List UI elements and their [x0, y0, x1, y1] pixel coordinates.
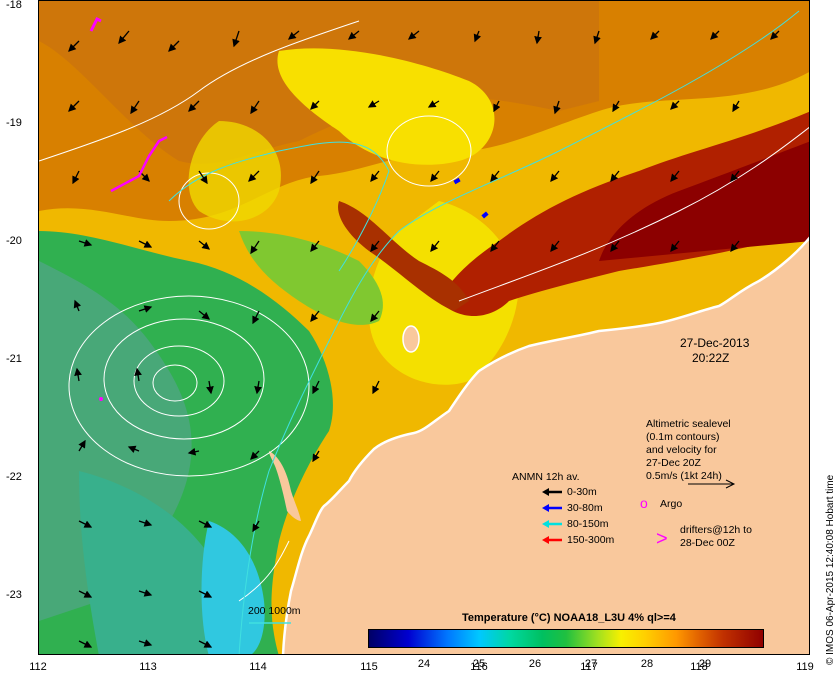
colorbar-title: Temperature (°C) NOAA18_L3U 4% ql>=4: [462, 612, 676, 624]
argo-label: Argo: [660, 498, 683, 510]
altimetry-line-3: and velocity for: [646, 444, 717, 456]
bathymetry-lines: [168, 10, 800, 654]
colorbar-tick-26: 26: [528, 658, 542, 670]
velocity-arrows: [68, 30, 780, 648]
lat-label-20: -20: [6, 235, 22, 247]
anmn-arrows: [542, 488, 562, 544]
scale-arrow: [688, 479, 736, 489]
lon-label-114: 114: [249, 661, 267, 673]
time-label: 20:22Z: [692, 351, 730, 365]
lat-label-19: -19: [6, 117, 22, 129]
drifters-line-2: 28-Dec 00Z: [680, 537, 735, 549]
anmn-title: ANMN 12h av.: [512, 471, 580, 483]
lon-label-118: 118: [690, 661, 708, 673]
lon-label-119: 119: [796, 661, 814, 673]
anmn-item-30-80: 30-80m: [567, 502, 603, 514]
colorbar-tick-27: 27: [584, 658, 598, 670]
sst-cyan-patch: [201, 521, 265, 654]
island: [402, 325, 420, 353]
lon-label-112: 112: [29, 661, 47, 673]
altimetry-line-5: 0.5m/s (1kt 24h): [646, 470, 722, 482]
bathymetry-label: 200 1000m: [248, 605, 301, 617]
colorbar-tick-28: 28: [640, 658, 654, 670]
drifter-icon: >: [656, 528, 668, 550]
altimetry-line-2: (0.1m contours): [646, 431, 720, 443]
sst-hot-east-2: [599, 141, 809, 261]
lon-label-113: 113: [139, 661, 157, 673]
date-label: 27-Dec-2013: [680, 336, 750, 350]
drifters-line-1: drifters@12h to: [680, 524, 752, 536]
sst-map-canvas: [39, 1, 809, 654]
sst-map[interactable]: [38, 0, 810, 655]
land-peninsula: [269, 451, 301, 521]
anmn-item-0-30: 0-30m: [567, 486, 597, 498]
colorbar-tick-29: 29: [698, 658, 712, 670]
sst-green-mid: [239, 231, 383, 325]
lon-label-115: 115: [360, 661, 378, 673]
temperature-colorbar: [368, 629, 764, 648]
sst-yellow-1: [277, 48, 495, 165]
drifter-tracks: [89, 16, 168, 193]
argo-icon: o: [640, 495, 648, 511]
land-mass: [283, 238, 809, 654]
sst-yellow-3: [188, 121, 281, 222]
altimetry-line-1: Altimetric sealevel: [646, 418, 731, 430]
altimetry-line-4: 27-Dec 20Z: [646, 457, 701, 469]
colorbar-tick-24: 24: [417, 658, 431, 670]
sst-hot-east: [439, 111, 809, 316]
lat-label-22: -22: [6, 471, 22, 483]
lat-label-23: -23: [6, 589, 22, 601]
anmn-item-80-150: 80-150m: [567, 518, 609, 530]
anmn-moorings: [99, 177, 489, 401]
lat-label-18: -18: [6, 0, 22, 11]
lon-label-117: 117: [580, 661, 598, 673]
colorbar-tick-25: 25: [472, 658, 486, 670]
lat-label-21: -21: [6, 353, 22, 365]
lon-label-116: 116: [470, 661, 488, 673]
credit-text: © IMOS 06-Apr-2015 12:40:08 Hobart time: [825, 474, 836, 665]
coastline: [281, 236, 809, 654]
sst-hot-ridge: [338, 201, 469, 311]
anmn-item-150-300: 150-300m: [567, 534, 615, 546]
